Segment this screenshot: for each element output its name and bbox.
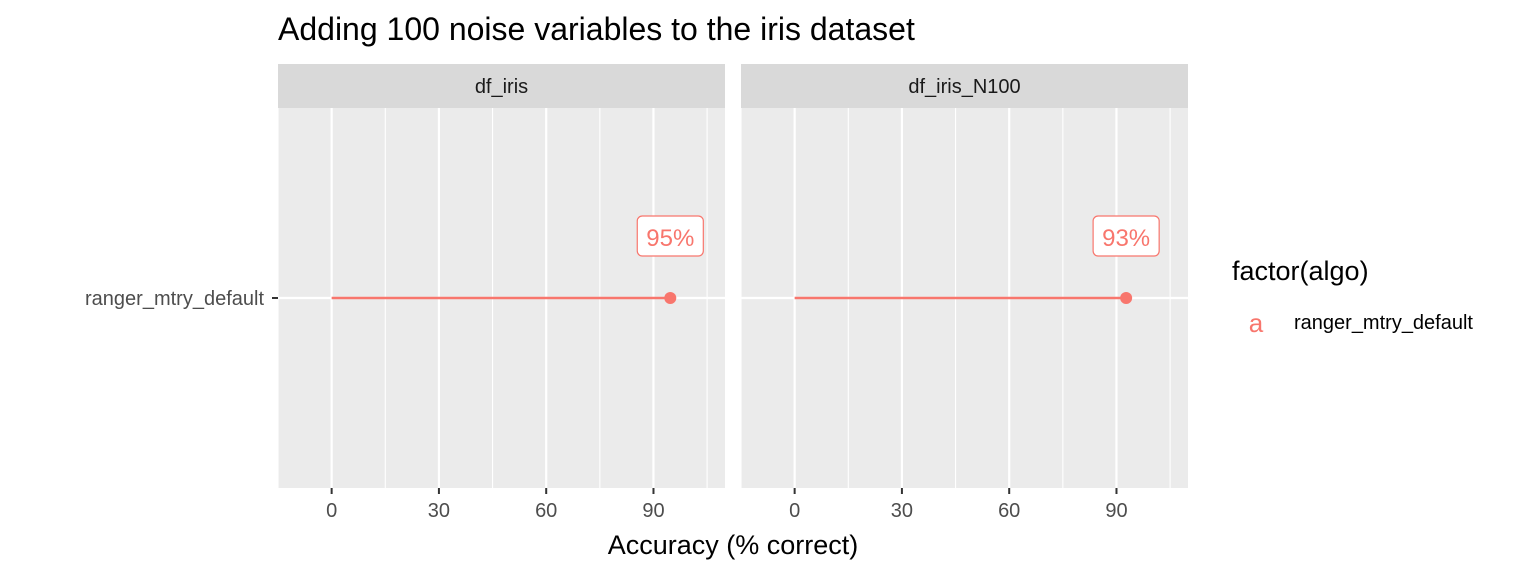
data-label-box — [636, 215, 704, 257]
data-label-text: 93% — [1102, 225, 1150, 252]
facet-panel-df_iris: df_iris 0 30 60 90 95% — [277, 64, 725, 522]
facet-panels: df_iris 0 30 60 90 95% df_iris_N100 0 30 60 90 93% — [277, 64, 1188, 522]
y-tick-label: ranger_mtry_default — [85, 288, 264, 310]
facet-strip-label: df_iris_N100 — [908, 76, 1020, 98]
x-tick-label: 30 — [428, 500, 450, 522]
facet-strip-label: df_iris — [475, 76, 528, 98]
x-tick-label: 30 — [891, 500, 913, 522]
x-tick-label: 60 — [535, 500, 557, 522]
legend: factor(algo) a ranger_mtry_default — [1232, 256, 1473, 338]
data-label-text: 95% — [646, 225, 694, 252]
x-tick-label: 0 — [789, 500, 800, 522]
data-label-box — [1092, 215, 1160, 257]
legend-key: a — [1249, 308, 1264, 338]
x-tick-label: 90 — [1105, 500, 1127, 522]
facet-panel-df_iris_N100: df_iris_N100 0 30 60 90 93% — [740, 64, 1188, 522]
lollipop-point — [664, 292, 677, 304]
y-axis: ranger_mtry_default — [85, 288, 278, 310]
x-tick-label: 60 — [998, 500, 1020, 522]
chart-title: Adding 100 noise variables to the iris d… — [278, 11, 915, 47]
x-tick-label: 0 — [326, 500, 337, 522]
data-label: 93% — [1092, 215, 1160, 257]
legend-entry-label: ranger_mtry_default — [1294, 312, 1473, 334]
facet-strip — [741, 64, 1188, 108]
x-axis-title: Accuracy (% correct) — [608, 530, 859, 560]
lollipop-point — [1120, 292, 1133, 304]
legend-title: factor(algo) — [1232, 256, 1369, 286]
facet-strip — [278, 64, 725, 108]
x-tick-label: 90 — [642, 500, 664, 522]
data-label: 95% — [636, 215, 704, 257]
